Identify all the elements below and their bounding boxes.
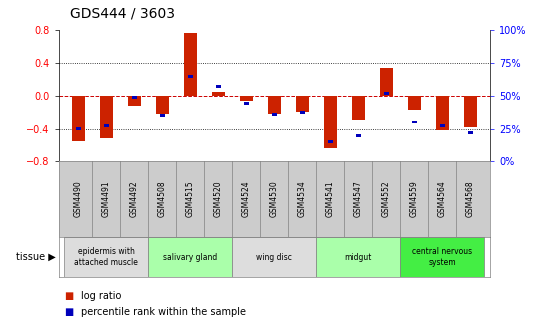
Text: central nervous
system: central nervous system (412, 247, 473, 267)
Bar (352, 96, 365, 120)
Bar (100, 96, 113, 138)
Text: epidermis with
attached muscle: epidermis with attached muscle (74, 247, 138, 267)
Bar (188, 75, 193, 78)
Bar (464, 96, 477, 127)
Bar (240, 96, 253, 101)
Text: ■: ■ (64, 291, 74, 301)
Text: GSM4490: GSM4490 (74, 181, 83, 217)
Bar (232, 237, 316, 277)
Text: salivary gland: salivary gland (164, 253, 217, 261)
Text: GSM4541: GSM4541 (326, 181, 335, 217)
Text: midgut: midgut (345, 253, 372, 261)
Bar (128, 96, 141, 107)
Bar (328, 140, 333, 143)
Text: GSM4530: GSM4530 (270, 181, 279, 217)
Bar (132, 96, 137, 98)
Text: GSM4520: GSM4520 (214, 181, 223, 217)
Text: ■: ■ (64, 307, 74, 318)
Text: tissue ▶: tissue ▶ (16, 252, 56, 262)
Text: GSM4515: GSM4515 (186, 181, 195, 217)
Bar (104, 124, 109, 127)
Bar (440, 124, 445, 127)
Bar (400, 237, 484, 277)
Bar (408, 96, 421, 110)
Bar (244, 102, 249, 105)
Bar (212, 92, 225, 96)
Text: GSM4564: GSM4564 (438, 181, 447, 217)
Bar (184, 33, 197, 96)
Text: GDS444 / 3603: GDS444 / 3603 (70, 6, 175, 20)
Text: GSM4491: GSM4491 (102, 181, 111, 217)
Bar (216, 85, 221, 88)
Bar (436, 96, 449, 130)
Text: GSM4552: GSM4552 (382, 181, 391, 217)
Bar (380, 68, 393, 96)
Bar (468, 131, 473, 134)
Bar (412, 121, 417, 123)
Text: GSM4568: GSM4568 (466, 181, 475, 217)
Text: GSM4547: GSM4547 (354, 181, 363, 217)
Bar (316, 237, 400, 277)
Text: wing disc: wing disc (256, 253, 292, 261)
Bar (76, 127, 81, 130)
Text: log ratio: log ratio (81, 291, 122, 301)
Text: GSM4492: GSM4492 (130, 181, 139, 217)
Bar (268, 96, 281, 114)
Text: GSM4508: GSM4508 (158, 181, 167, 217)
Bar (356, 134, 361, 136)
Bar (72, 96, 85, 141)
Bar (296, 96, 309, 112)
Text: GSM4559: GSM4559 (410, 181, 419, 217)
Text: GSM4534: GSM4534 (298, 181, 307, 217)
Text: percentile rank within the sample: percentile rank within the sample (81, 307, 246, 318)
Bar (324, 96, 337, 148)
Text: GSM4524: GSM4524 (242, 181, 251, 217)
Bar (64, 237, 148, 277)
Bar (272, 113, 277, 116)
Bar (148, 237, 232, 277)
Bar (160, 114, 165, 117)
Bar (300, 111, 305, 114)
Bar (384, 92, 389, 94)
Bar (156, 96, 169, 114)
